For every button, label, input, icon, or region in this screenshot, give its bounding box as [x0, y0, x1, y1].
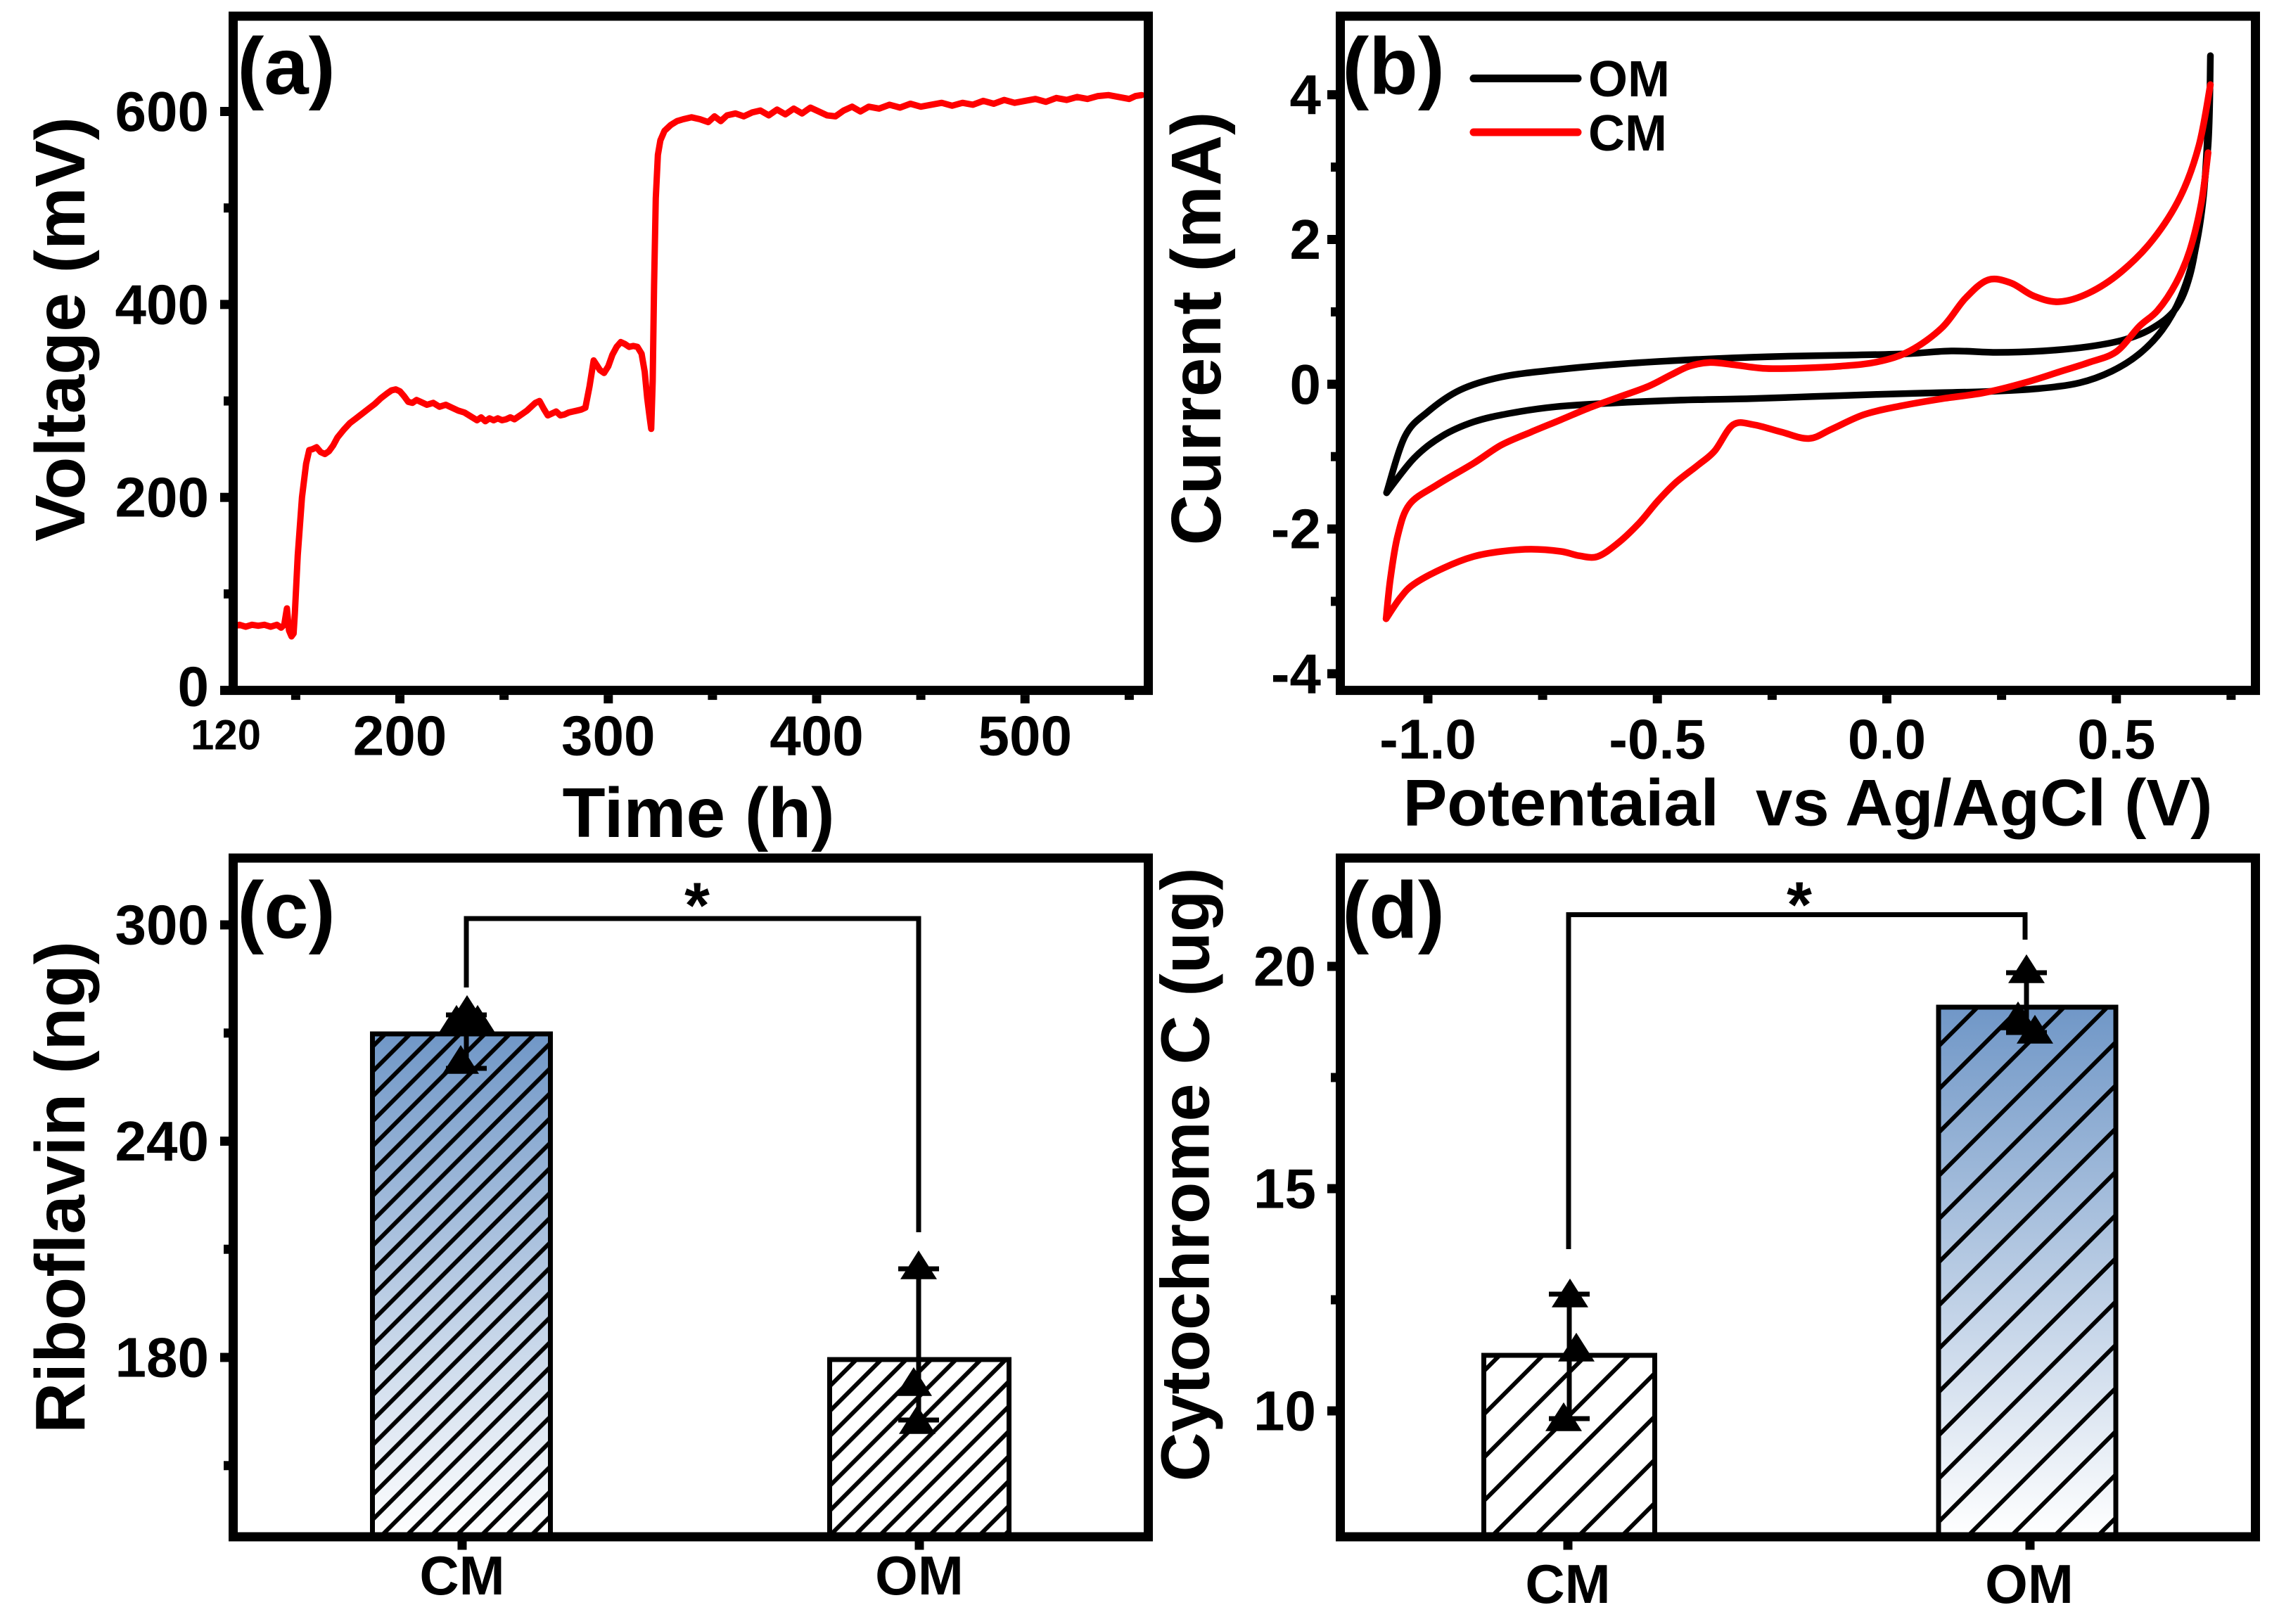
svg-text:10: 10	[1253, 1380, 1316, 1443]
svg-text:*: *	[1787, 869, 1812, 941]
svg-text:0.5: 0.5	[2077, 708, 2155, 771]
svg-text:2: 2	[1290, 208, 1322, 271]
svg-text:(b): (b)	[1342, 23, 1445, 112]
svg-text:Riboflavin (ng): Riboflavin (ng)	[21, 941, 100, 1433]
svg-text:-2: -2	[1271, 498, 1321, 561]
svg-text:400: 400	[115, 273, 209, 335]
svg-text:Voltage (mV): Voltage (mV)	[21, 117, 100, 542]
svg-text:Time (h): Time (h)	[562, 774, 834, 852]
svg-text:0: 0	[1290, 353, 1322, 416]
svg-text:OM: OM	[1985, 1553, 2074, 1615]
svg-text:Cytochrome C (ug): Cytochrome C (ug)	[1147, 868, 1224, 1482]
svg-text:600: 600	[115, 80, 209, 143]
svg-text:200: 200	[353, 705, 447, 767]
svg-text:500: 500	[978, 705, 1071, 767]
svg-text:400: 400	[770, 705, 863, 767]
svg-text:4: 4	[1290, 63, 1322, 126]
svg-text:CM: CM	[1525, 1553, 1610, 1615]
svg-text:(c): (c)	[237, 867, 335, 956]
svg-text:-0.5: -0.5	[1609, 708, 1706, 771]
svg-text:300: 300	[561, 705, 655, 767]
svg-text:200: 200	[115, 466, 209, 529]
svg-text:0: 0	[178, 656, 210, 718]
svg-text:20: 20	[1253, 935, 1316, 998]
svg-text:Potentaial vs Ag/AgCl (V): Potentaial vs Ag/AgCl (V)	[1403, 766, 2213, 840]
svg-text:15: 15	[1253, 1158, 1316, 1220]
svg-text:-4: -4	[1271, 642, 1322, 705]
svg-text:240: 240	[115, 1110, 209, 1172]
svg-text:(a): (a)	[237, 23, 335, 112]
svg-text:180: 180	[115, 1326, 209, 1389]
svg-text:-1.0: -1.0	[1379, 708, 1476, 771]
svg-text:*: *	[684, 870, 710, 942]
svg-text:(d): (d)	[1342, 867, 1445, 956]
svg-text:300: 300	[115, 894, 209, 957]
svg-text:0.0: 0.0	[1848, 708, 1926, 771]
svg-text:OM: OM	[1588, 51, 1670, 108]
svg-text:CM: CM	[1588, 106, 1667, 162]
svg-text:120: 120	[191, 712, 261, 759]
svg-text:CM: CM	[419, 1545, 504, 1606]
svg-text:OM: OM	[875, 1545, 964, 1606]
svg-text:Current (mA): Current (mA)	[1157, 112, 1236, 546]
